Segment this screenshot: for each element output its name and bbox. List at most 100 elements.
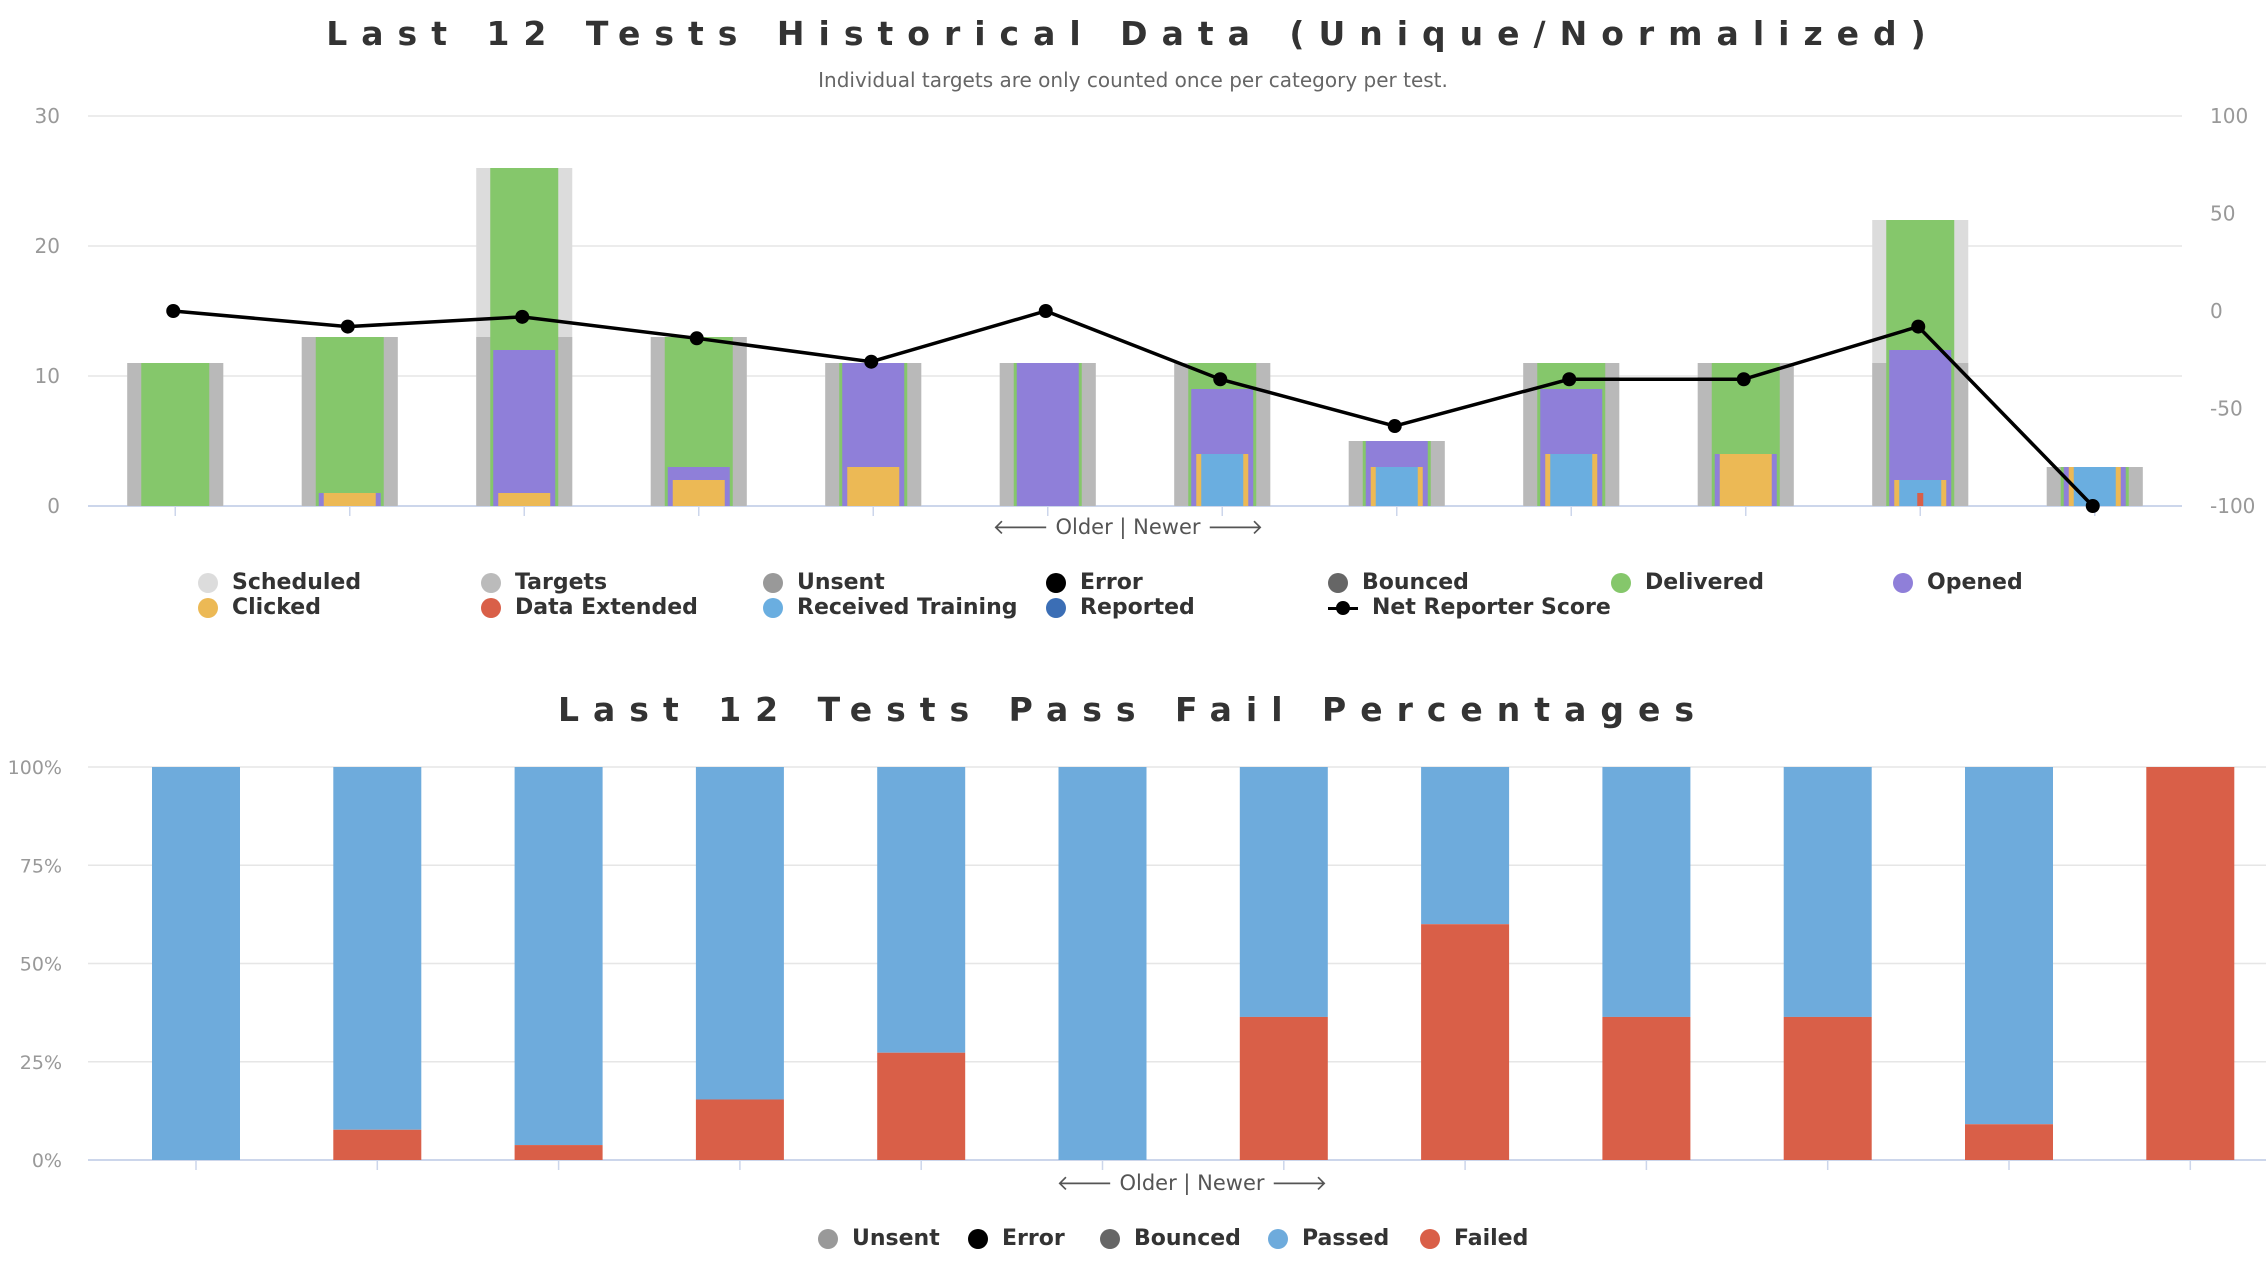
bar-received-training: [1550, 454, 1593, 506]
top-chart: 0 10 20 30 -100 -50 0 50 100 🡐 Older | Newer 🡒: [35, 104, 2256, 540]
bar-clicked: [498, 493, 551, 506]
legend-dot-icon: [481, 597, 501, 618]
net-reporter-score-point: [1213, 372, 1228, 387]
legend-item-unsent[interactable]: Unsent: [763, 570, 885, 595]
net-reporter-score-point: [515, 309, 530, 324]
legend-label: Received Training: [797, 595, 1018, 620]
legend-label: Scheduled: [232, 570, 362, 595]
legend-label: Clicked: [232, 595, 321, 620]
legend-item-scheduled[interactable]: Scheduled: [198, 570, 361, 595]
legend-item-delivered[interactable]: Delivered: [1611, 570, 1764, 595]
net-reporter-score-point: [1038, 304, 1053, 318]
y2-tick-label: -100: [2210, 494, 2255, 518]
y-tick-label: 0: [47, 494, 60, 518]
bar-passed: [1965, 767, 2053, 1125]
bar-passed: [333, 767, 422, 1130]
bar-failed: [877, 1052, 966, 1160]
net-reporter-score-point: [2085, 499, 2100, 513]
bar-delivered: [141, 363, 210, 506]
y-tick-label: 20: [35, 234, 60, 258]
top-chart-title: Last 12 Tests Historical Data (Unique/No…: [326, 14, 1940, 53]
y-tick-label: 30: [35, 104, 60, 128]
net-reporter-score-line: [173, 309, 2095, 508]
legend-item-error[interactable]: Error: [968, 1226, 1065, 1251]
bar-passed: [1783, 767, 1872, 1017]
legend-dot-icon: [1100, 1228, 1120, 1249]
legend-item-data-extended[interactable]: Data Extended: [481, 595, 698, 620]
legend-dot-icon: [818, 1228, 838, 1249]
legend-label: Bounced: [1134, 1226, 1241, 1251]
net-reporter-score-point: [1736, 372, 1751, 387]
legend-item-targets[interactable]: Targets: [481, 570, 607, 595]
bar-failed: [1239, 1016, 1328, 1160]
legend-item-received-training[interactable]: Received Training: [763, 595, 1017, 620]
legend-dot-icon: [1046, 572, 1066, 593]
y-tick-label: 50%: [20, 954, 62, 976]
legend-label: Error: [1080, 570, 1143, 595]
net-reporter-score-point: [1911, 319, 1926, 334]
legend-dot-icon: [968, 1228, 988, 1249]
bar-passed: [695, 767, 784, 1100]
legend-label: Reported: [1080, 595, 1195, 620]
legend-label: Data Extended: [515, 595, 698, 620]
bar-received-training: [1375, 467, 1418, 506]
legend-dot-icon: [1328, 572, 1348, 593]
bar-delivered: [315, 337, 384, 506]
legend-dot-icon: [763, 572, 783, 593]
older-newer-nav: 🡐 Older | Newer 🡒: [992, 515, 1263, 540]
legend-item-net-reporter-score[interactable]: Net Reporter Score: [1328, 595, 1611, 620]
y-tick-label: 0%: [32, 1150, 62, 1172]
bar-clicked: [323, 493, 376, 506]
legend-item-error[interactable]: Error: [1046, 570, 1143, 595]
net-reporter-score-point: [340, 319, 355, 334]
older-newer-nav: 🡐 Older | Newer 🡒: [1056, 1171, 1327, 1196]
legend-item-bounced[interactable]: Bounced: [1328, 570, 1469, 595]
legend-item-reported[interactable]: Reported: [1046, 595, 1195, 620]
legend-dot-icon: [1268, 1228, 1288, 1249]
legend-label: Failed: [1454, 1226, 1529, 1251]
net-reporter-score-point: [166, 304, 181, 318]
y-tick-label: 75%: [20, 855, 62, 877]
y2-tick-label: 50: [2210, 202, 2235, 226]
bar-clicked: [672, 480, 725, 506]
legend-item-bounced[interactable]: Bounced: [1100, 1226, 1241, 1251]
bar-failed: [1965, 1124, 2053, 1160]
y2-tick-label: -50: [2210, 397, 2243, 421]
line-marker-icon: [1328, 598, 1358, 618]
bar-received-training: [1201, 454, 1244, 506]
legend-dot-icon: [1046, 597, 1066, 618]
net-reporter-score-point: [689, 331, 704, 346]
legend-dot-icon: [1611, 572, 1631, 593]
legend-item-unsent[interactable]: Unsent: [818, 1226, 940, 1251]
legend-label: Opened: [1927, 570, 2023, 595]
legend-dot-icon: [1420, 1228, 1440, 1249]
bar-opened: [493, 350, 556, 506]
y2-tick-label: 0: [2210, 299, 2223, 323]
legend-item-clicked[interactable]: Clicked: [198, 595, 321, 620]
bar-passed: [152, 767, 240, 1160]
bar-data-extended: [1917, 493, 1924, 506]
bar-failed: [514, 1145, 603, 1160]
legend-item-opened[interactable]: Opened: [1893, 570, 2023, 595]
y-tick-label: 10: [35, 364, 60, 388]
y-tick-label: 25%: [20, 1052, 62, 1074]
bar-passed: [1239, 767, 1328, 1017]
net-reporter-score-point: [1387, 419, 1402, 434]
legend-label: Error: [1002, 1226, 1065, 1251]
bar-opened: [1016, 363, 1079, 506]
legend-label: Delivered: [1645, 570, 1765, 595]
legend-item-passed[interactable]: Passed: [1268, 1226, 1389, 1251]
legend-label: Bounced: [1362, 570, 1469, 595]
net-reporter-score-point: [1562, 372, 1577, 387]
bottom-chart-title: Last 12 Tests Pass Fail Percentages: [558, 690, 1708, 729]
legend-item-failed[interactable]: Failed: [1420, 1226, 1528, 1251]
bar-failed: [1783, 1016, 1872, 1160]
legend-dot-icon: [198, 597, 218, 618]
bar-passed: [1421, 767, 1510, 925]
legend-label: Passed: [1302, 1226, 1390, 1251]
bar-passed: [877, 767, 966, 1053]
top-chart-subtitle: Individual targets are only counted once…: [818, 68, 1448, 92]
legend-dot-icon: [1893, 572, 1913, 593]
bar-failed: [2146, 767, 2235, 1160]
